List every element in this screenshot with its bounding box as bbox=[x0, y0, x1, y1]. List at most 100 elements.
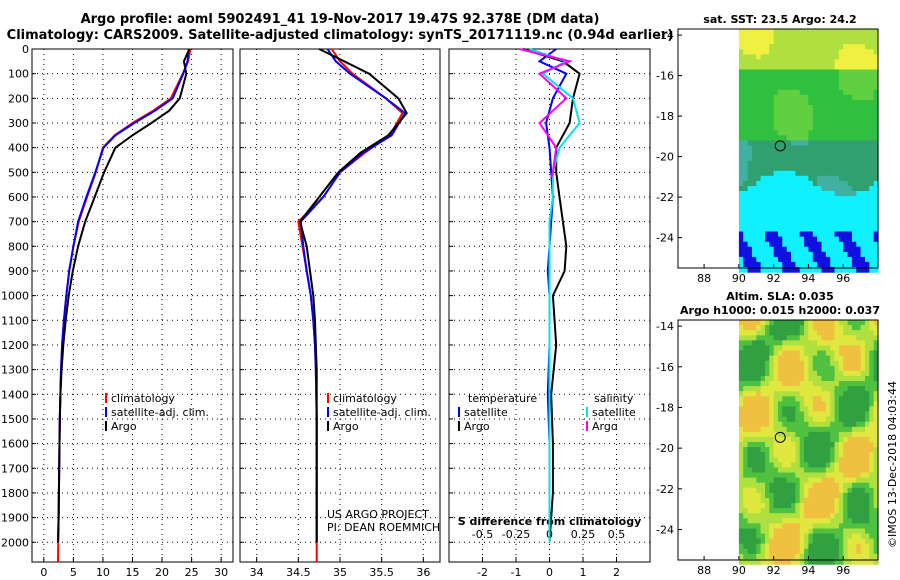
sst-map-cell bbox=[825, 84, 831, 91]
sla-map-cell bbox=[769, 375, 775, 382]
sst-map-cell bbox=[738, 140, 744, 147]
sla-map-cell bbox=[825, 477, 831, 484]
sst-map-cell bbox=[743, 89, 749, 96]
sst-map-cell bbox=[760, 231, 766, 238]
sla-map-cell bbox=[843, 386, 849, 392]
sla-map-cell bbox=[821, 426, 827, 433]
sla-map-cell bbox=[773, 513, 779, 519]
sst-map-cell bbox=[747, 170, 753, 177]
sst-map-cell bbox=[795, 115, 801, 121]
sla-map-cell bbox=[773, 381, 779, 387]
sla-map-cell bbox=[830, 447, 836, 453]
sst-map-cell bbox=[751, 216, 757, 223]
sla-map-cell bbox=[817, 508, 822, 514]
sla-map-cell bbox=[830, 431, 836, 438]
sst-map-cell bbox=[812, 84, 818, 91]
sla-map-cell bbox=[738, 335, 744, 341]
sst-map-cell bbox=[834, 186, 840, 192]
sst-map-cell bbox=[856, 125, 862, 131]
title-line-2: Climatology: CARS2009. Satellite-adjuste… bbox=[6, 28, 674, 43]
sla-map-cell bbox=[769, 477, 775, 484]
sla-map-cell bbox=[860, 442, 866, 448]
sst-map-cell bbox=[756, 241, 762, 248]
sla-map-cell bbox=[795, 401, 801, 408]
sla-map-cell bbox=[847, 386, 853, 392]
sla-map-cell bbox=[786, 370, 792, 377]
sst-map-cell bbox=[782, 256, 788, 263]
sst-map-cell bbox=[778, 110, 783, 116]
sst-map-cell bbox=[769, 175, 775, 182]
sla-map-cell bbox=[865, 523, 870, 530]
sla-map-cell bbox=[747, 431, 753, 438]
sst-map-cell bbox=[786, 34, 792, 40]
difference-series-s-argo bbox=[519, 48, 573, 178]
sla-map-cell bbox=[773, 386, 779, 392]
sla-map-cell bbox=[743, 477, 749, 484]
sst-map-cell bbox=[765, 150, 770, 157]
sla-map-cell bbox=[756, 370, 762, 377]
sst-map-cell bbox=[782, 180, 788, 187]
sst-map-cell bbox=[830, 170, 836, 177]
sst-map-cell bbox=[825, 34, 831, 40]
sst-map-cell bbox=[838, 226, 844, 233]
sla-map-cell bbox=[847, 381, 853, 387]
sla-map-cell bbox=[743, 533, 749, 540]
sst-map-cell bbox=[830, 216, 836, 223]
sla-map-cell bbox=[782, 553, 788, 560]
sst-map-cell bbox=[743, 267, 749, 273]
sst-map-cell bbox=[838, 186, 844, 192]
sst-map-cell bbox=[834, 175, 840, 182]
sst-map-cell bbox=[838, 196, 844, 202]
sla-map-cell bbox=[751, 533, 757, 540]
sla-map-cell bbox=[795, 431, 801, 438]
sst-map-cell bbox=[838, 241, 844, 248]
sst-map-cell bbox=[769, 186, 775, 192]
sst-map-cell bbox=[791, 125, 796, 131]
sla-map-cell bbox=[738, 416, 744, 423]
sla-map-cell bbox=[738, 345, 744, 352]
sla-map-cell bbox=[834, 472, 840, 479]
sst-map-cell bbox=[834, 246, 840, 253]
sla-map-cell bbox=[817, 421, 822, 428]
sst-map-cell bbox=[778, 44, 783, 50]
sla-map-cell bbox=[812, 503, 818, 509]
sla-map-cell bbox=[821, 533, 827, 540]
sla-map-cell bbox=[821, 411, 827, 418]
sla-map-cell bbox=[860, 345, 866, 352]
sla-map-cell bbox=[817, 436, 822, 443]
sla-map-cell bbox=[821, 548, 827, 555]
sla-map-cell bbox=[756, 553, 762, 560]
sla-map-cell bbox=[838, 360, 844, 367]
sla-map-cell bbox=[782, 452, 788, 458]
sst-map-cell bbox=[873, 140, 879, 147]
sla-map-cell bbox=[778, 411, 783, 418]
sst-map-cell bbox=[817, 49, 822, 55]
sla-map-cell bbox=[825, 381, 831, 387]
sla-map-cell bbox=[817, 396, 822, 402]
sla-map-cell bbox=[817, 406, 822, 413]
sst-map-cell bbox=[825, 211, 831, 217]
sla-map-cell bbox=[782, 320, 788, 326]
sst-map-cell bbox=[791, 69, 796, 76]
sst-map-cell bbox=[743, 44, 749, 50]
sst-map-cell bbox=[865, 39, 870, 45]
sst-map-cell bbox=[869, 231, 875, 238]
sla-map-cell bbox=[799, 330, 805, 336]
sla-map-cell bbox=[743, 421, 749, 428]
sst-map-cell bbox=[825, 170, 831, 177]
sst-map-cell bbox=[769, 256, 775, 263]
sst-map-cell bbox=[799, 74, 805, 81]
sla-map-cell bbox=[873, 421, 879, 428]
sst-map-cell bbox=[817, 216, 822, 223]
sla-map-cell bbox=[838, 477, 844, 484]
sst-map-cell bbox=[765, 261, 770, 268]
sst-map-cell bbox=[765, 236, 770, 243]
sla-map-cell bbox=[865, 553, 870, 560]
sla-map-cell bbox=[851, 533, 857, 540]
sla-map-cell bbox=[738, 482, 744, 489]
sst-map-cell bbox=[825, 120, 831, 126]
sla-map-cell bbox=[812, 320, 818, 326]
sla-map-cell bbox=[843, 538, 849, 545]
sla-map-cell bbox=[786, 401, 792, 408]
sla-map-cell bbox=[838, 503, 844, 509]
